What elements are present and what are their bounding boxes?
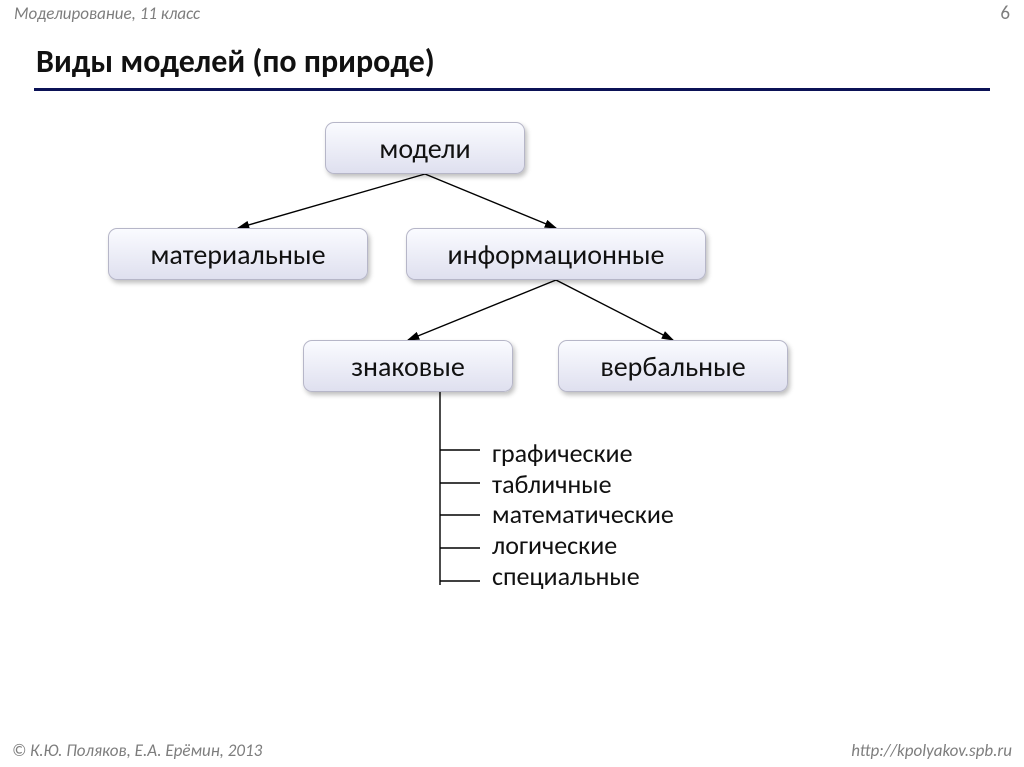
connectors-svg	[0, 110, 1024, 720]
node-root: модели	[325, 122, 525, 174]
node-verb: вербальные	[558, 340, 788, 392]
breadcrumb: Моделирование, 11 класс	[14, 3, 200, 24]
page-number: 6	[1000, 2, 1010, 25]
leaf-item: табличные	[492, 469, 674, 500]
page-title: Виды моделей (по природе)	[36, 42, 435, 81]
node-inf: информационные	[406, 228, 706, 280]
leaf-item: графические	[492, 438, 674, 469]
footer-url: http://kpolyakov.spb.ru	[851, 740, 1012, 761]
leaf-item: логические	[492, 530, 674, 561]
footer-authors: © К.Ю. Поляков, Е.А. Ерёмин, 2013	[12, 740, 262, 761]
leaf-list: графическиетабличныематематическиелогиче…	[492, 438, 674, 591]
leaf-item: специальные	[492, 561, 674, 592]
node-sign: знаковые	[303, 340, 513, 392]
hierarchy-diagram: модели материальные информационные знаковые…	[0, 110, 1024, 720]
leaf-item: математические	[492, 499, 674, 530]
title-underline	[34, 88, 990, 91]
node-mat: материальные	[108, 228, 368, 280]
